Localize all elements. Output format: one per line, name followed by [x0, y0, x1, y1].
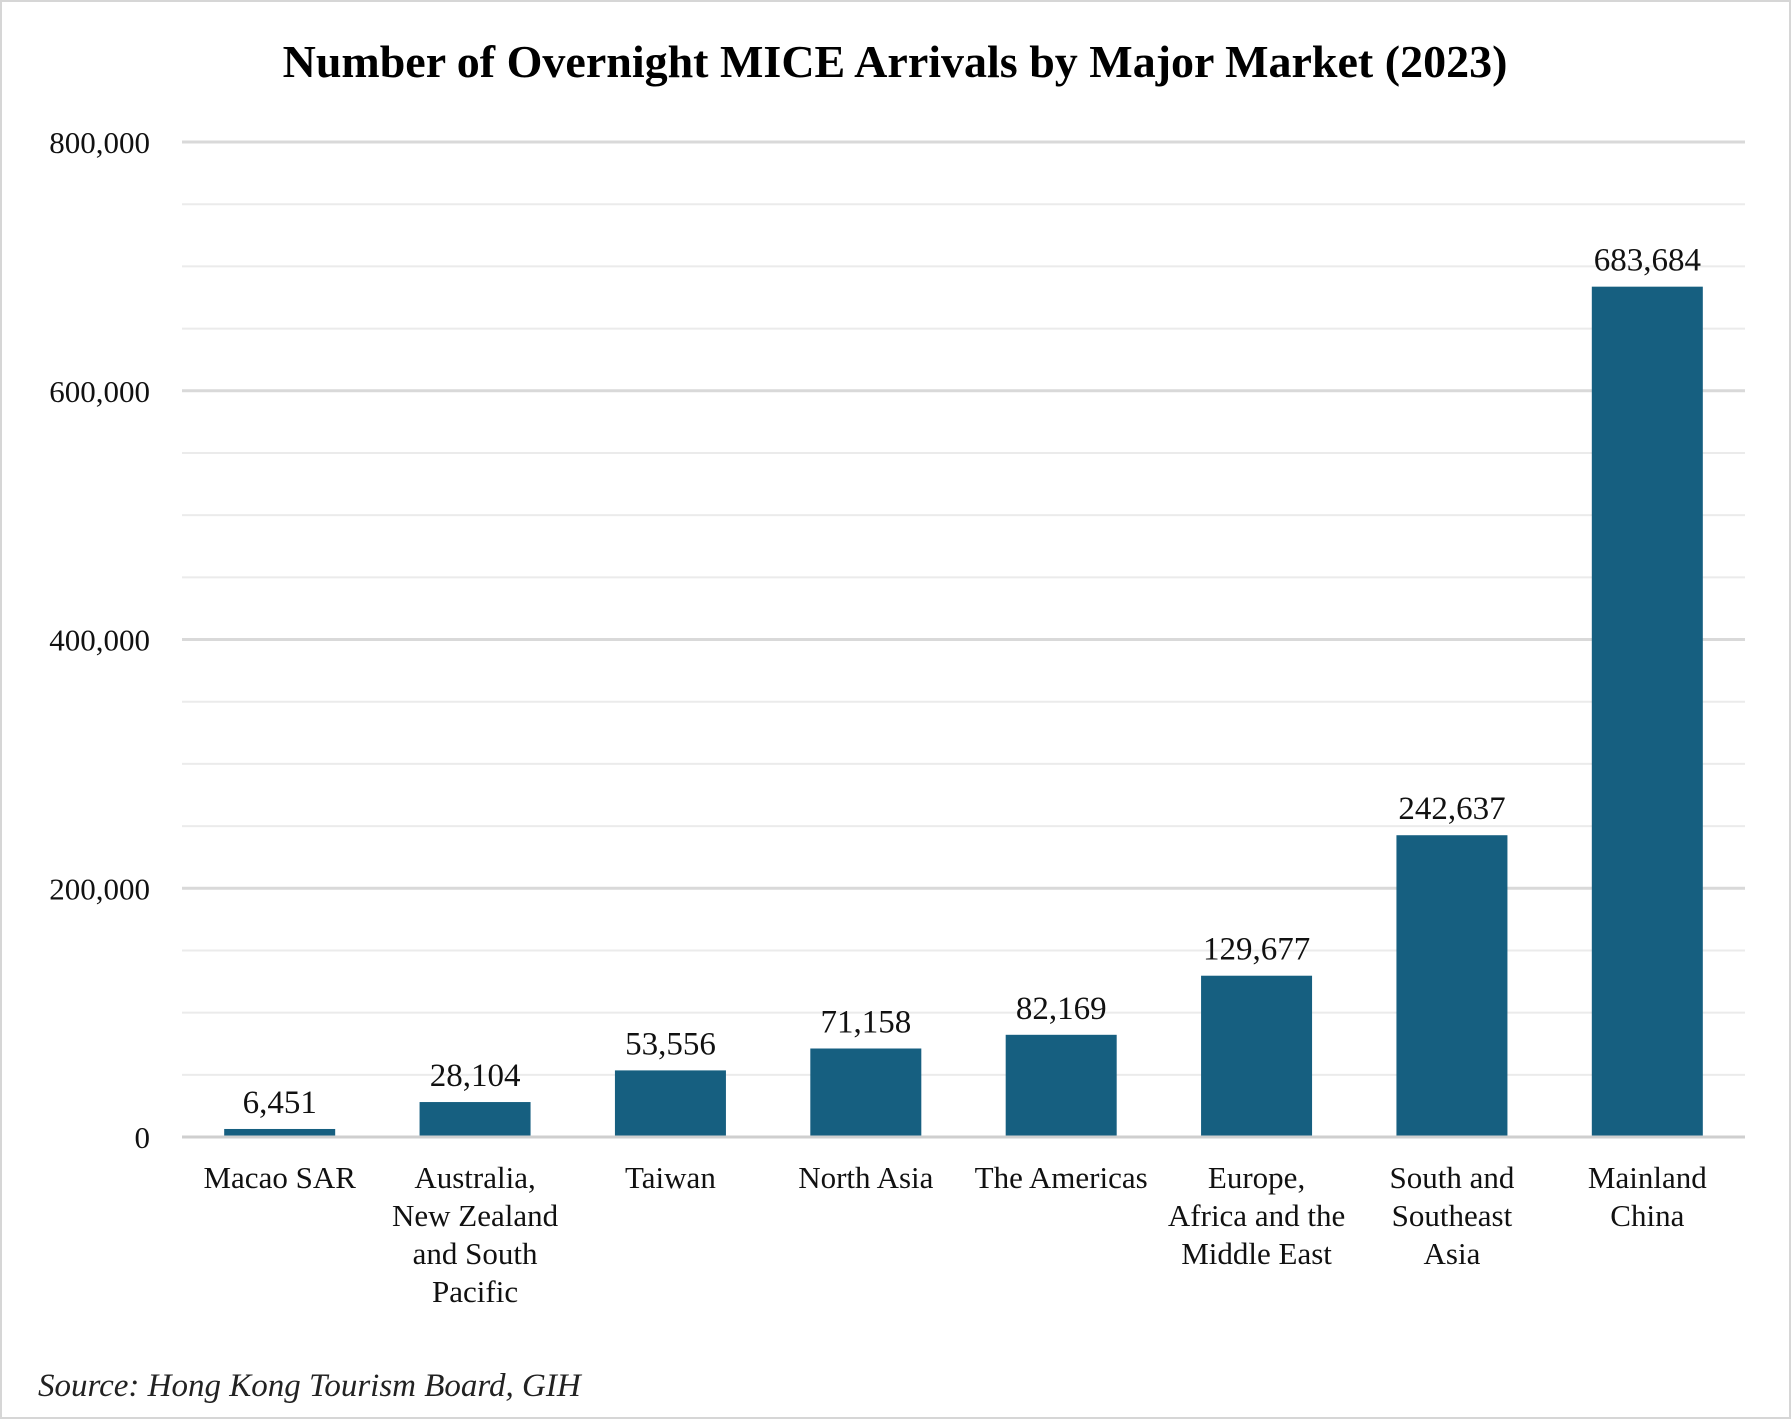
- category-label-line: Southeast: [1392, 1198, 1513, 1233]
- y-tick-label: 800,000: [49, 125, 150, 160]
- category-label-line: China: [1610, 1198, 1684, 1233]
- category-label-line: and South: [413, 1236, 538, 1271]
- data-label: 242,637: [1398, 791, 1505, 827]
- bars: [224, 286, 1703, 1137]
- bar: [1396, 835, 1508, 1137]
- category-label-line: Africa and the: [1168, 1198, 1345, 1233]
- bar: [810, 1048, 922, 1137]
- category-label-line: Europe,: [1208, 1160, 1305, 1195]
- bar: [1201, 975, 1313, 1137]
- category-label: Macao SAR: [203, 1160, 356, 1195]
- data-label: 683,684: [1594, 243, 1701, 279]
- x-axis-category-labels: Macao SAR Australia, New Zealand and South P…: [203, 1160, 1707, 1309]
- data-labels: 6,451 28,104 53,556 71,158 82,169 129,677 242,…: [243, 243, 1701, 1121]
- category-label: Taiwan: [625, 1160, 716, 1195]
- category-label: The Americas: [975, 1160, 1148, 1195]
- data-label: 6,451: [243, 1085, 317, 1121]
- category-label: Europe, Africa and the Middle East: [1168, 1160, 1345, 1271]
- data-label: 53,556: [625, 1026, 716, 1062]
- data-label: 129,677: [1203, 932, 1310, 968]
- category-label-line: New Zealand: [392, 1198, 559, 1233]
- category-label-line: Mainland: [1588, 1160, 1707, 1195]
- chart-title: Number of Overnight MICE Arrivals by Maj…: [283, 36, 1508, 87]
- category-label-line: Middle East: [1181, 1236, 1332, 1271]
- category-label: North Asia: [798, 1160, 933, 1195]
- data-label: 82,169: [1016, 991, 1107, 1027]
- category-label-line: Taiwan: [625, 1160, 716, 1195]
- category-label-line: The Americas: [975, 1160, 1148, 1195]
- source-note: Source: Hong Kong Tourism Board, GIH: [38, 1368, 581, 1404]
- category-label-line: Macao SAR: [203, 1160, 356, 1195]
- category-label: South and Southeast Asia: [1390, 1160, 1515, 1271]
- bar: [1591, 286, 1703, 1137]
- y-axis-tick-labels: 0 200,000 400,000 600,000 800,000: [49, 125, 150, 1155]
- gridlines: [182, 140, 1745, 1076]
- data-label: 71,158: [820, 1004, 911, 1040]
- category-label-line: Asia: [1424, 1236, 1481, 1271]
- bar: [1005, 1034, 1117, 1137]
- category-label-line: Pacific: [432, 1274, 518, 1309]
- category-label: Australia, New Zealand and South Pacific: [392, 1160, 559, 1309]
- data-label: 28,104: [430, 1058, 521, 1094]
- category-label-line: North Asia: [798, 1160, 933, 1195]
- y-tick-label: 600,000: [49, 374, 150, 409]
- bar: [224, 1128, 336, 1137]
- category-label-line: Australia,: [414, 1160, 535, 1195]
- y-tick-label: 200,000: [49, 871, 150, 906]
- category-label-line: South and: [1390, 1160, 1515, 1195]
- y-tick-label: 0: [135, 1120, 151, 1155]
- y-tick-label: 400,000: [49, 623, 150, 658]
- category-label: Mainland China: [1588, 1160, 1707, 1233]
- bar: [419, 1102, 531, 1137]
- bar: [614, 1070, 726, 1137]
